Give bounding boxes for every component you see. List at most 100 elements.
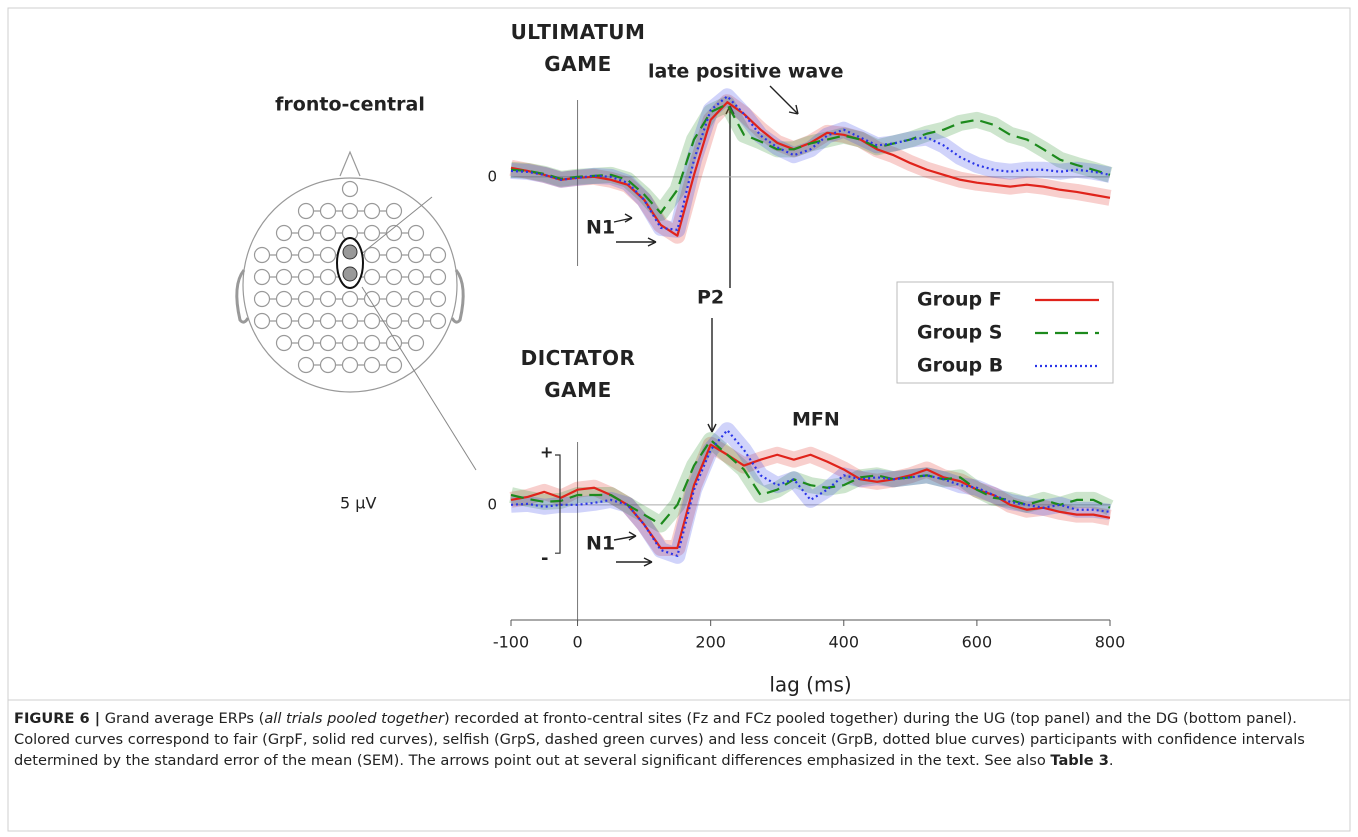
electrode (297, 290, 315, 308)
ci-band (510, 96, 1113, 221)
caption-text: Grand average ERPs ( (100, 710, 265, 727)
electrode (319, 334, 337, 352)
caption-text: Table 3 (1050, 752, 1109, 769)
electrode (341, 180, 359, 198)
x-tick-label: -100 (493, 633, 529, 652)
head-outline (242, 177, 458, 393)
scale-minus: - (541, 548, 548, 569)
caption-text: all trials pooled together (264, 710, 444, 727)
x-tick-label: 600 (962, 633, 993, 652)
electrode (275, 334, 293, 352)
electrode (319, 202, 337, 220)
annotation: N1 (586, 533, 615, 555)
head-label: fronto-central (275, 94, 425, 116)
caption-text: FIGURE 6 | (14, 710, 101, 727)
series-line (510, 95, 1111, 231)
electrode (297, 224, 315, 242)
electrode (275, 312, 293, 330)
electrode (341, 290, 359, 308)
electrode (363, 268, 381, 286)
electrode (407, 290, 425, 308)
electrode (363, 290, 381, 308)
electrode (363, 246, 381, 264)
electrode (275, 290, 293, 308)
electrode (253, 290, 271, 308)
electrode (319, 268, 337, 286)
electrode-selected (342, 266, 358, 282)
x-axis-label: lag (ms) (769, 673, 851, 697)
electrode (407, 334, 425, 352)
caption-text: ) recorded at fronto-central sites (Fz a… (14, 710, 1305, 769)
electrode (297, 356, 315, 374)
electrode (275, 246, 293, 264)
series-line (510, 438, 1111, 526)
electrode (275, 268, 293, 286)
electrode (297, 334, 315, 352)
annotation: P2 (697, 287, 724, 309)
legend-label: Group S (917, 322, 1002, 344)
connector (361, 286, 477, 471)
electrode (341, 312, 359, 330)
electrode (385, 202, 403, 220)
electrode (253, 246, 271, 264)
scale-plus: + (540, 443, 553, 462)
electrode (253, 312, 271, 330)
series-line (510, 429, 1111, 557)
connector (359, 196, 433, 256)
y-tick-label: 0 (487, 495, 497, 513)
electrode (319, 224, 337, 242)
electrode (429, 312, 447, 330)
x-tick-label: 800 (1095, 633, 1126, 652)
electrode (407, 268, 425, 286)
annotation: late positive wave (648, 61, 844, 83)
electrode (341, 334, 359, 352)
x-tick-label: 400 (829, 633, 860, 652)
arrow (725, 105, 735, 288)
x-tick-label: 0 (572, 633, 582, 652)
arrow (769, 85, 799, 115)
electrode (363, 334, 381, 352)
scale-label: 5 µV (340, 494, 376, 513)
electrode (407, 312, 425, 330)
electrode (363, 224, 381, 242)
arrow (616, 237, 657, 247)
electrode (275, 224, 293, 242)
electrode (297, 312, 315, 330)
annotation: N1 (586, 217, 615, 239)
legend-label: Group F (917, 289, 1002, 311)
electrode (385, 356, 403, 374)
electrode (407, 246, 425, 264)
electrode (385, 246, 403, 264)
nose (339, 150, 361, 177)
caption-text: . (1108, 752, 1114, 769)
electrode (363, 312, 381, 330)
frame (7, 7, 1351, 832)
electrode (385, 290, 403, 308)
electrode (319, 312, 337, 330)
electrode (253, 268, 271, 286)
ear (235, 269, 250, 324)
electrode (385, 312, 403, 330)
electrode (429, 290, 447, 308)
electrode (363, 202, 381, 220)
electrode (385, 334, 403, 352)
caption: FIGURE 6 | Grand average ERPs (all trial… (14, 708, 1344, 771)
electrode (319, 246, 337, 264)
electrode (385, 224, 403, 242)
electrode (341, 202, 359, 220)
legend-label: Group B (917, 355, 1003, 377)
electrode (341, 356, 359, 374)
electrode (297, 202, 315, 220)
electrode (429, 246, 447, 264)
arrow (613, 213, 633, 223)
panel-title: ULTIMATUM GAME (510, 20, 646, 76)
electrode-selected (342, 244, 358, 260)
head-map (235, 150, 465, 393)
electrode (385, 268, 403, 286)
scale-bar (555, 454, 561, 554)
electrode (297, 246, 315, 264)
electrode (407, 224, 425, 242)
ci-band (510, 88, 1112, 238)
